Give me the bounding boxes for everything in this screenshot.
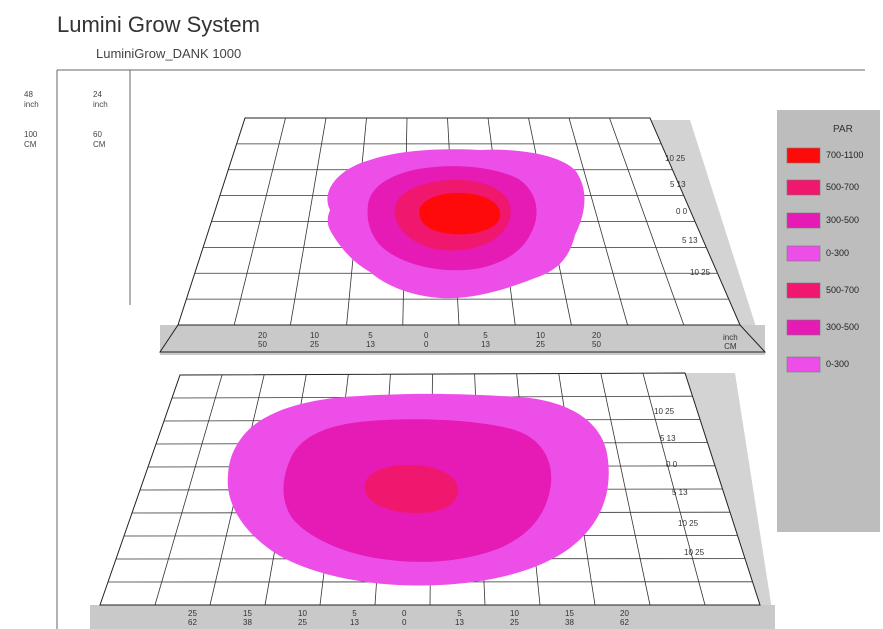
- top-scale-units: inch CM: [723, 333, 738, 351]
- scale-label: 5 13: [670, 180, 686, 189]
- scale-label: 10 25: [310, 331, 319, 349]
- top-panel: [159, 117, 767, 355]
- legend-label: 300-500: [826, 215, 860, 225]
- legend-label: 700-1100: [826, 150, 864, 160]
- height-outer-cm: 100 CM: [24, 130, 38, 149]
- legend-swatch: [786, 356, 821, 373]
- legend-label: 0-300: [826, 248, 850, 258]
- top-scale-bar: [160, 325, 765, 355]
- page-title: Lumini Grow System: [57, 12, 260, 37]
- bottom-panel: [90, 372, 775, 629]
- scale-label: 5 13: [455, 609, 464, 627]
- scale-label: 5 13: [682, 236, 698, 245]
- bottom-scale-bar: [90, 605, 775, 629]
- scale-label: 0 0: [666, 460, 678, 469]
- legend-swatch: [786, 319, 821, 336]
- height-outer-inch: 48 inch: [24, 90, 39, 109]
- scale-label: 5 13: [366, 331, 375, 349]
- legend-label: 0-300: [826, 359, 850, 369]
- top-side-wall: [650, 120, 765, 355]
- scale-label: 10 25: [298, 609, 307, 627]
- scale-label: 10 25: [690, 268, 711, 277]
- legend-swatch: [786, 147, 821, 164]
- scale-label: 10 25: [678, 519, 699, 528]
- scale-label: 20 50: [592, 331, 601, 349]
- scale-label: 10 25: [536, 331, 545, 349]
- scale-label: 5 13: [672, 488, 688, 497]
- legend-swatches: [786, 147, 821, 373]
- scale-label: 10 25: [654, 407, 675, 416]
- scale-label: 5 13: [350, 609, 359, 627]
- scale-label: 10 25: [684, 548, 705, 557]
- scale-label: 0 0: [676, 207, 688, 216]
- scale-label: 20 62: [620, 609, 629, 627]
- legend-label: 500-700: [826, 285, 860, 295]
- scale-label: 10 25: [665, 154, 686, 163]
- bottom-side-wall: [685, 373, 775, 629]
- scale-label: 20 50: [258, 331, 267, 349]
- legend-title: PAR: [833, 124, 853, 135]
- legend-label: 300-500: [826, 322, 860, 332]
- scale-label: 5 13: [660, 434, 676, 443]
- top-zone-700-1100: [419, 192, 501, 235]
- scale-label: 5 13: [481, 331, 490, 349]
- legend-swatch: [786, 212, 821, 229]
- height-inner-cm: 60 CM: [93, 130, 106, 149]
- scale-label: 15 38: [243, 609, 252, 627]
- legend-swatch: [786, 245, 821, 262]
- height-inner-inch: 24 inch: [93, 90, 108, 109]
- legend-swatch: [786, 282, 821, 299]
- scale-label: 25 62: [188, 609, 197, 627]
- scale-label: 15 38: [565, 609, 574, 627]
- legend-label: 500-700: [826, 182, 860, 192]
- scale-label: 10 25: [510, 609, 519, 627]
- page-subtitle: LuminiGrow_DANK 1000: [96, 46, 242, 61]
- top-floor-edge: [159, 324, 767, 353]
- bottom-zone-500-700: [364, 464, 459, 514]
- legend-swatch: [786, 179, 821, 196]
